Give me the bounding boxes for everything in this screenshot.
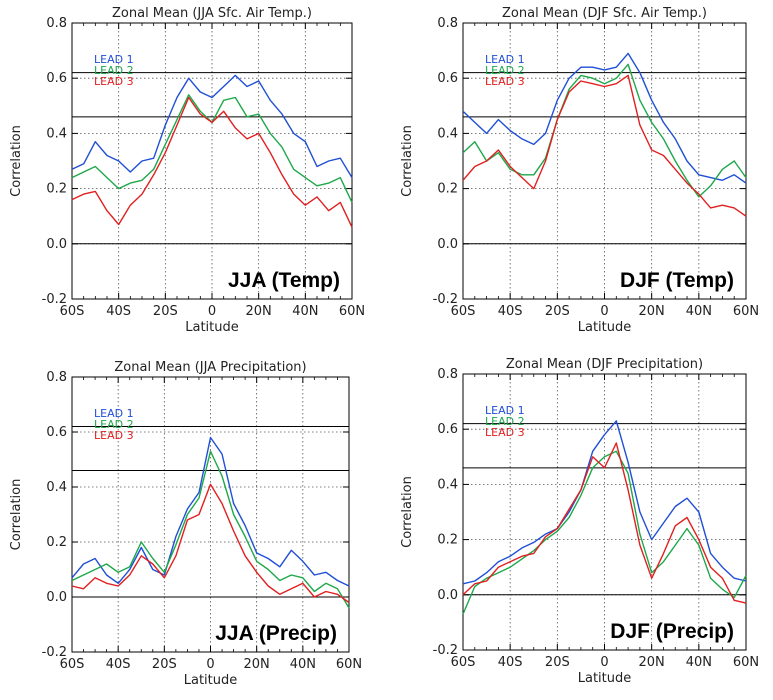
corner-label: DJF (Precip)	[610, 620, 734, 643]
x-tick-label: 20N	[246, 304, 272, 319]
legend-entry: LEAD 2	[94, 418, 134, 431]
y-tick-label: -0.2	[433, 292, 458, 307]
series-line-lead-2	[462, 63, 747, 198]
x-tick-label: 40S	[498, 655, 523, 670]
x-tick-label: 0	[208, 304, 216, 319]
panel-3: 60S 40S 20S 0 20N 40N 60N -0.2 0.0 0.2 0.4 0.6 0.8 Zo…	[9, 360, 362, 688]
x-tick-label: 60N	[339, 304, 365, 319]
y-tick-label: 0.4	[437, 126, 458, 141]
y-tick-label: 0.4	[46, 480, 67, 495]
x-tick-label: 40N	[290, 657, 316, 672]
panel-2: 60S 40S 20S 0 20N 40N 60N -0.2 0.0 0.2 0.4 0.6 0.8 Zo…	[400, 6, 759, 335]
x-axis-label: Latitude	[578, 671, 632, 686]
chart-title: Zonal Mean (DJF Precipitation)	[506, 357, 703, 372]
series-line-lead-3	[462, 74, 747, 217]
series-line-lead-3	[462, 442, 747, 604]
y-tick-label: 0.0	[437, 588, 458, 603]
y-tick-label: -0.2	[433, 643, 458, 658]
y-axis-label: Correlation	[400, 125, 415, 197]
corner-label: JJA (Temp)	[228, 269, 340, 292]
y-tick-label: 0.2	[46, 182, 67, 197]
x-tick-label: 20S	[152, 657, 177, 672]
x-tick-label: 40S	[106, 304, 131, 319]
x-tick-label: 20S	[545, 304, 570, 319]
y-tick-label: 0.2	[46, 535, 67, 550]
y-tick-label: -0.2	[42, 645, 67, 660]
y-axis-label: Correlation	[9, 479, 24, 551]
x-tick-label: 0	[600, 655, 608, 670]
y-tick-label: 0.8	[437, 367, 458, 382]
corner-label: DJF (Temp)	[620, 269, 734, 292]
corner-label: JJA (Precip)	[215, 622, 337, 645]
y-axis-label: Correlation	[9, 125, 24, 197]
legend-entry: LEAD 1	[485, 53, 525, 66]
legend-entry: LEAD 3	[485, 426, 525, 439]
legend-entry: LEAD 1	[485, 404, 525, 417]
y-tick-label: 0.8	[46, 370, 67, 385]
panel-4: 60S 40S 20S 0 20N 40N 60N -0.2 0.0 0.2 0.4 0.6 0.8 Zo…	[400, 357, 759, 686]
y-tick-label: 0.4	[437, 477, 458, 492]
y-axis-label: Correlation	[400, 476, 415, 548]
x-tick-label: 40N	[292, 304, 318, 319]
panel-1: 60S 40S 20S 0 20N 40N 60N -0.2 0.0 0.2 0.4 0.6 0.8 Zo…	[9, 6, 365, 335]
chart-title: Zonal Mean (DJF Sfc. Air Temp.)	[502, 6, 707, 21]
legend-entry: LEAD 1	[94, 407, 134, 420]
y-tick-label: 0.6	[46, 425, 67, 440]
x-tick-label: 60N	[733, 304, 759, 319]
series-line-lead-1	[462, 52, 747, 184]
chart-title: Zonal Mean (JJA Precipitation)	[114, 360, 306, 375]
x-axis-label: Latitude	[184, 673, 238, 688]
y-tick-label: 0.8	[437, 16, 458, 31]
series-line-lead-2	[462, 450, 747, 615]
x-tick-label: 40S	[498, 304, 523, 319]
y-tick-label: 0.0	[46, 237, 67, 252]
series-line-lead-2	[71, 94, 353, 203]
y-tick-label: -0.2	[42, 292, 67, 307]
x-tick-label: 20N	[639, 655, 665, 670]
x-axis-label: Latitude	[578, 320, 632, 335]
y-tick-label: 0.8	[46, 16, 67, 31]
series-line-lead-1	[462, 420, 747, 585]
legend-entry: LEAD 3	[94, 429, 134, 442]
legend-entry: LEAD 2	[94, 64, 134, 77]
legend-entry: LEAD 2	[485, 415, 525, 428]
x-tick-label: 40N	[686, 304, 712, 319]
x-tick-label: 60N	[336, 657, 362, 672]
chart-title: Zonal Mean (JJA Sfc. Air Temp.)	[112, 6, 312, 21]
series-line-lead-1	[71, 436, 350, 587]
y-tick-label: 0.0	[46, 590, 67, 605]
legend-entry: LEAD 3	[485, 75, 525, 88]
x-tick-label: 60S	[451, 304, 476, 319]
series-line-lead-3	[71, 483, 350, 604]
x-tick-label: 60S	[451, 655, 476, 670]
y-tick-label: 0.4	[46, 126, 67, 141]
y-tick-label: 0.6	[437, 422, 458, 437]
y-tick-label: 0.0	[437, 237, 458, 252]
x-tick-label: 20N	[639, 304, 665, 319]
x-axis-label: Latitude	[185, 320, 239, 335]
y-tick-label: 0.2	[437, 533, 458, 548]
y-tick-label: 0.2	[437, 182, 458, 197]
x-tick-label: 0	[600, 304, 608, 319]
x-tick-label: 40S	[106, 657, 131, 672]
legend-entry: LEAD 3	[94, 75, 134, 88]
y-tick-label: 0.6	[437, 71, 458, 86]
y-tick-label: 0.6	[46, 71, 67, 86]
legend-entry: LEAD 2	[485, 64, 525, 77]
x-tick-label: 60S	[60, 657, 85, 672]
x-tick-label: 60N	[733, 655, 759, 670]
series-line-lead-1	[71, 74, 353, 178]
x-tick-label: 60S	[60, 304, 85, 319]
series-line-lead-3	[71, 96, 353, 228]
x-tick-label: 40N	[686, 655, 712, 670]
x-tick-label: 0	[206, 657, 214, 672]
legend-entry: LEAD 1	[94, 53, 134, 66]
x-tick-label: 20S	[153, 304, 178, 319]
series-line-lead-2	[71, 450, 350, 609]
x-tick-label: 20N	[244, 657, 270, 672]
x-tick-label: 20S	[545, 655, 570, 670]
